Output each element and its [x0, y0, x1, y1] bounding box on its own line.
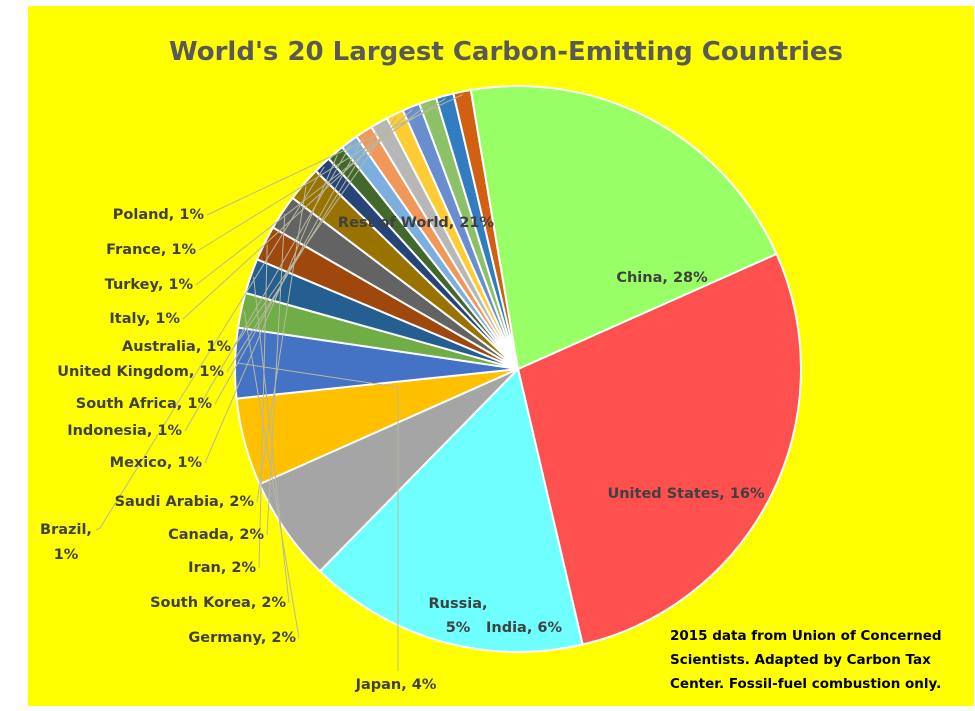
slice-rest-of-world [469, 85, 778, 371]
label-indonesia: Indonesia, 1% [67, 423, 182, 439]
leader-iran [258, 244, 268, 569]
label-italy: Italy, 1% [109, 311, 180, 327]
leader-turkey [195, 103, 429, 286]
label-iran: Iran, 2% [188, 560, 256, 576]
leader-france [198, 98, 446, 251]
leader-south-korea [253, 276, 290, 604]
source-note-line-1: 2015 data from Union of Concerned [670, 628, 942, 644]
leader-indonesia [184, 143, 352, 432]
label-united-kingdom: United Kingdom, 1% [57, 364, 224, 380]
label-saudi-arabia: Saudi Arabia, 2% [115, 494, 255, 510]
leader-australia [233, 116, 397, 348]
leader-south-africa [214, 133, 366, 405]
leader-saudi-arabia [256, 185, 307, 503]
pie-slices [234, 85, 802, 653]
leader-italy [182, 109, 413, 320]
leader-canada [266, 214, 286, 536]
leader-japan [237, 362, 399, 671]
slice-united-states [318, 367, 584, 653]
label-russia: Russia, 5% [428, 596, 487, 636]
label-japan: Japan, 4% [355, 677, 437, 693]
pie-chart: World's 20 Largest Carbon-Emitting Count… [28, 6, 974, 706]
label-rest-of-world: Rest of World, 21% [338, 215, 495, 231]
slice-china [516, 252, 802, 646]
label-australia: Australia, 1% [122, 339, 231, 355]
leader-germany [243, 310, 300, 639]
label-france: France, 1% [106, 242, 196, 258]
label-canada: Canada, 2% [168, 527, 264, 543]
label-germany: Germany, 2% [188, 630, 296, 646]
label-mexico: Mexico, 1% [110, 455, 203, 471]
slice-labels: China, 28% United States, 16% India, 6%Rus… [40, 207, 765, 693]
label-poland: Poland, 1% [113, 207, 205, 223]
source-note: 2015 data from Union of Concerned Scient… [670, 628, 946, 692]
label-china: China, 28% [616, 270, 708, 286]
label-turkey: Turkey, 1% [105, 277, 194, 293]
chart-area: World's 20 Largest Carbon-Emitting Count… [28, 6, 974, 706]
label-south-africa: South Africa, 1% [76, 396, 213, 412]
leader-poland [206, 94, 463, 216]
chart-title: World's 20 Largest Carbon-Emitting Count… [169, 37, 843, 67]
leader-brazil [95, 166, 325, 531]
source-note-line-3: Center. Fossil-fuel combustion only. [670, 676, 941, 692]
source-note-line-2: Scientists. Adapted by Carbon Tax [670, 652, 931, 668]
leader-lines [95, 94, 463, 671]
label-united-states: United States, 16% [607, 486, 765, 502]
label-south-korea: South Korea, 2% [150, 595, 286, 611]
label-india: India, 6% [486, 620, 562, 636]
label-brazil: Brazil, 1% [40, 522, 92, 563]
